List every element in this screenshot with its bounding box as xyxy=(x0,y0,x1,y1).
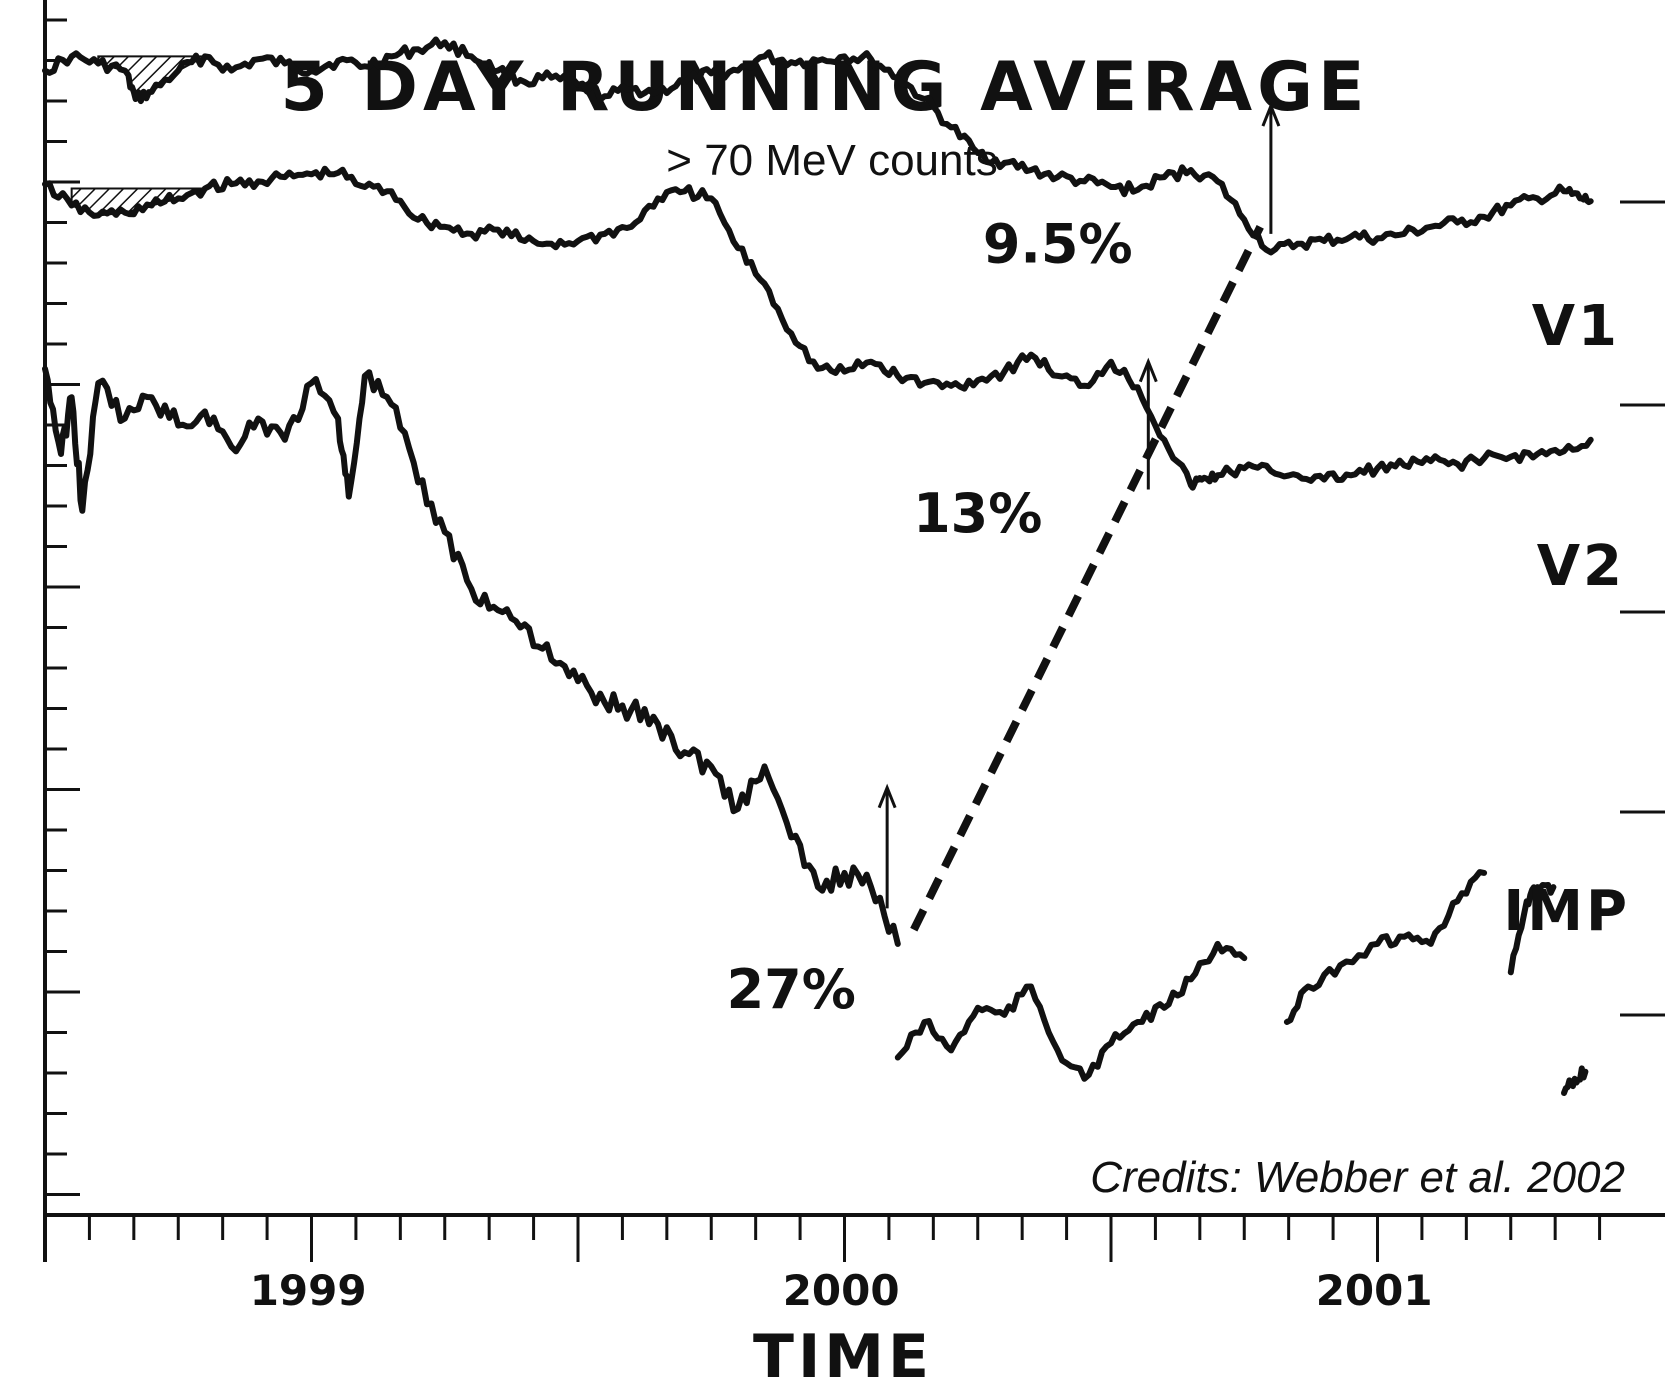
series-line-imp-c xyxy=(1283,869,1488,1025)
x-tick-label-2001: 2001 xyxy=(1316,1266,1433,1315)
series-line-imp-b xyxy=(894,940,1248,1082)
arrow-head-0 xyxy=(877,783,897,809)
annotation-0: 9.5% xyxy=(983,212,1133,275)
series-line-imp xyxy=(42,365,901,947)
axes xyxy=(43,0,1665,1262)
annotation-2: 27% xyxy=(727,958,856,1021)
series-lines xyxy=(42,36,1594,1096)
x-ticks xyxy=(43,1215,1602,1262)
annotation-1: 13% xyxy=(913,482,1042,545)
x-tick-label-1999: 1999 xyxy=(250,1266,367,1315)
arrow-head-2 xyxy=(1261,102,1281,127)
series-line-imp-e xyxy=(1561,1065,1589,1096)
series-label-imp: IMP xyxy=(1503,879,1630,944)
series-label-v2: V2 xyxy=(1537,534,1625,599)
y-ticks xyxy=(45,18,1665,1196)
hatched-regions xyxy=(70,55,206,217)
arrow-head-1 xyxy=(1138,357,1158,383)
chart-subtitle: > 70 MeV counts xyxy=(666,136,997,185)
x-axis-label: TIME xyxy=(753,1322,933,1392)
arrows xyxy=(877,102,1281,909)
x-tick-label-2000: 2000 xyxy=(783,1266,900,1315)
series-line-v2 xyxy=(42,165,1594,491)
dashed-trend xyxy=(910,225,1264,932)
series-label-v1: V1 xyxy=(1532,294,1620,359)
x-tick-labels: 1999 2000 2001 xyxy=(250,1266,1433,1315)
series-line-v1 xyxy=(42,36,1594,256)
credit-text: Credits: Webber et al. 2002 xyxy=(1090,1153,1625,1202)
annotations: 9.5% 13% 27% xyxy=(727,212,1133,1021)
series-line-imp-d xyxy=(1507,882,1557,976)
dashed-trend-line xyxy=(910,225,1264,932)
